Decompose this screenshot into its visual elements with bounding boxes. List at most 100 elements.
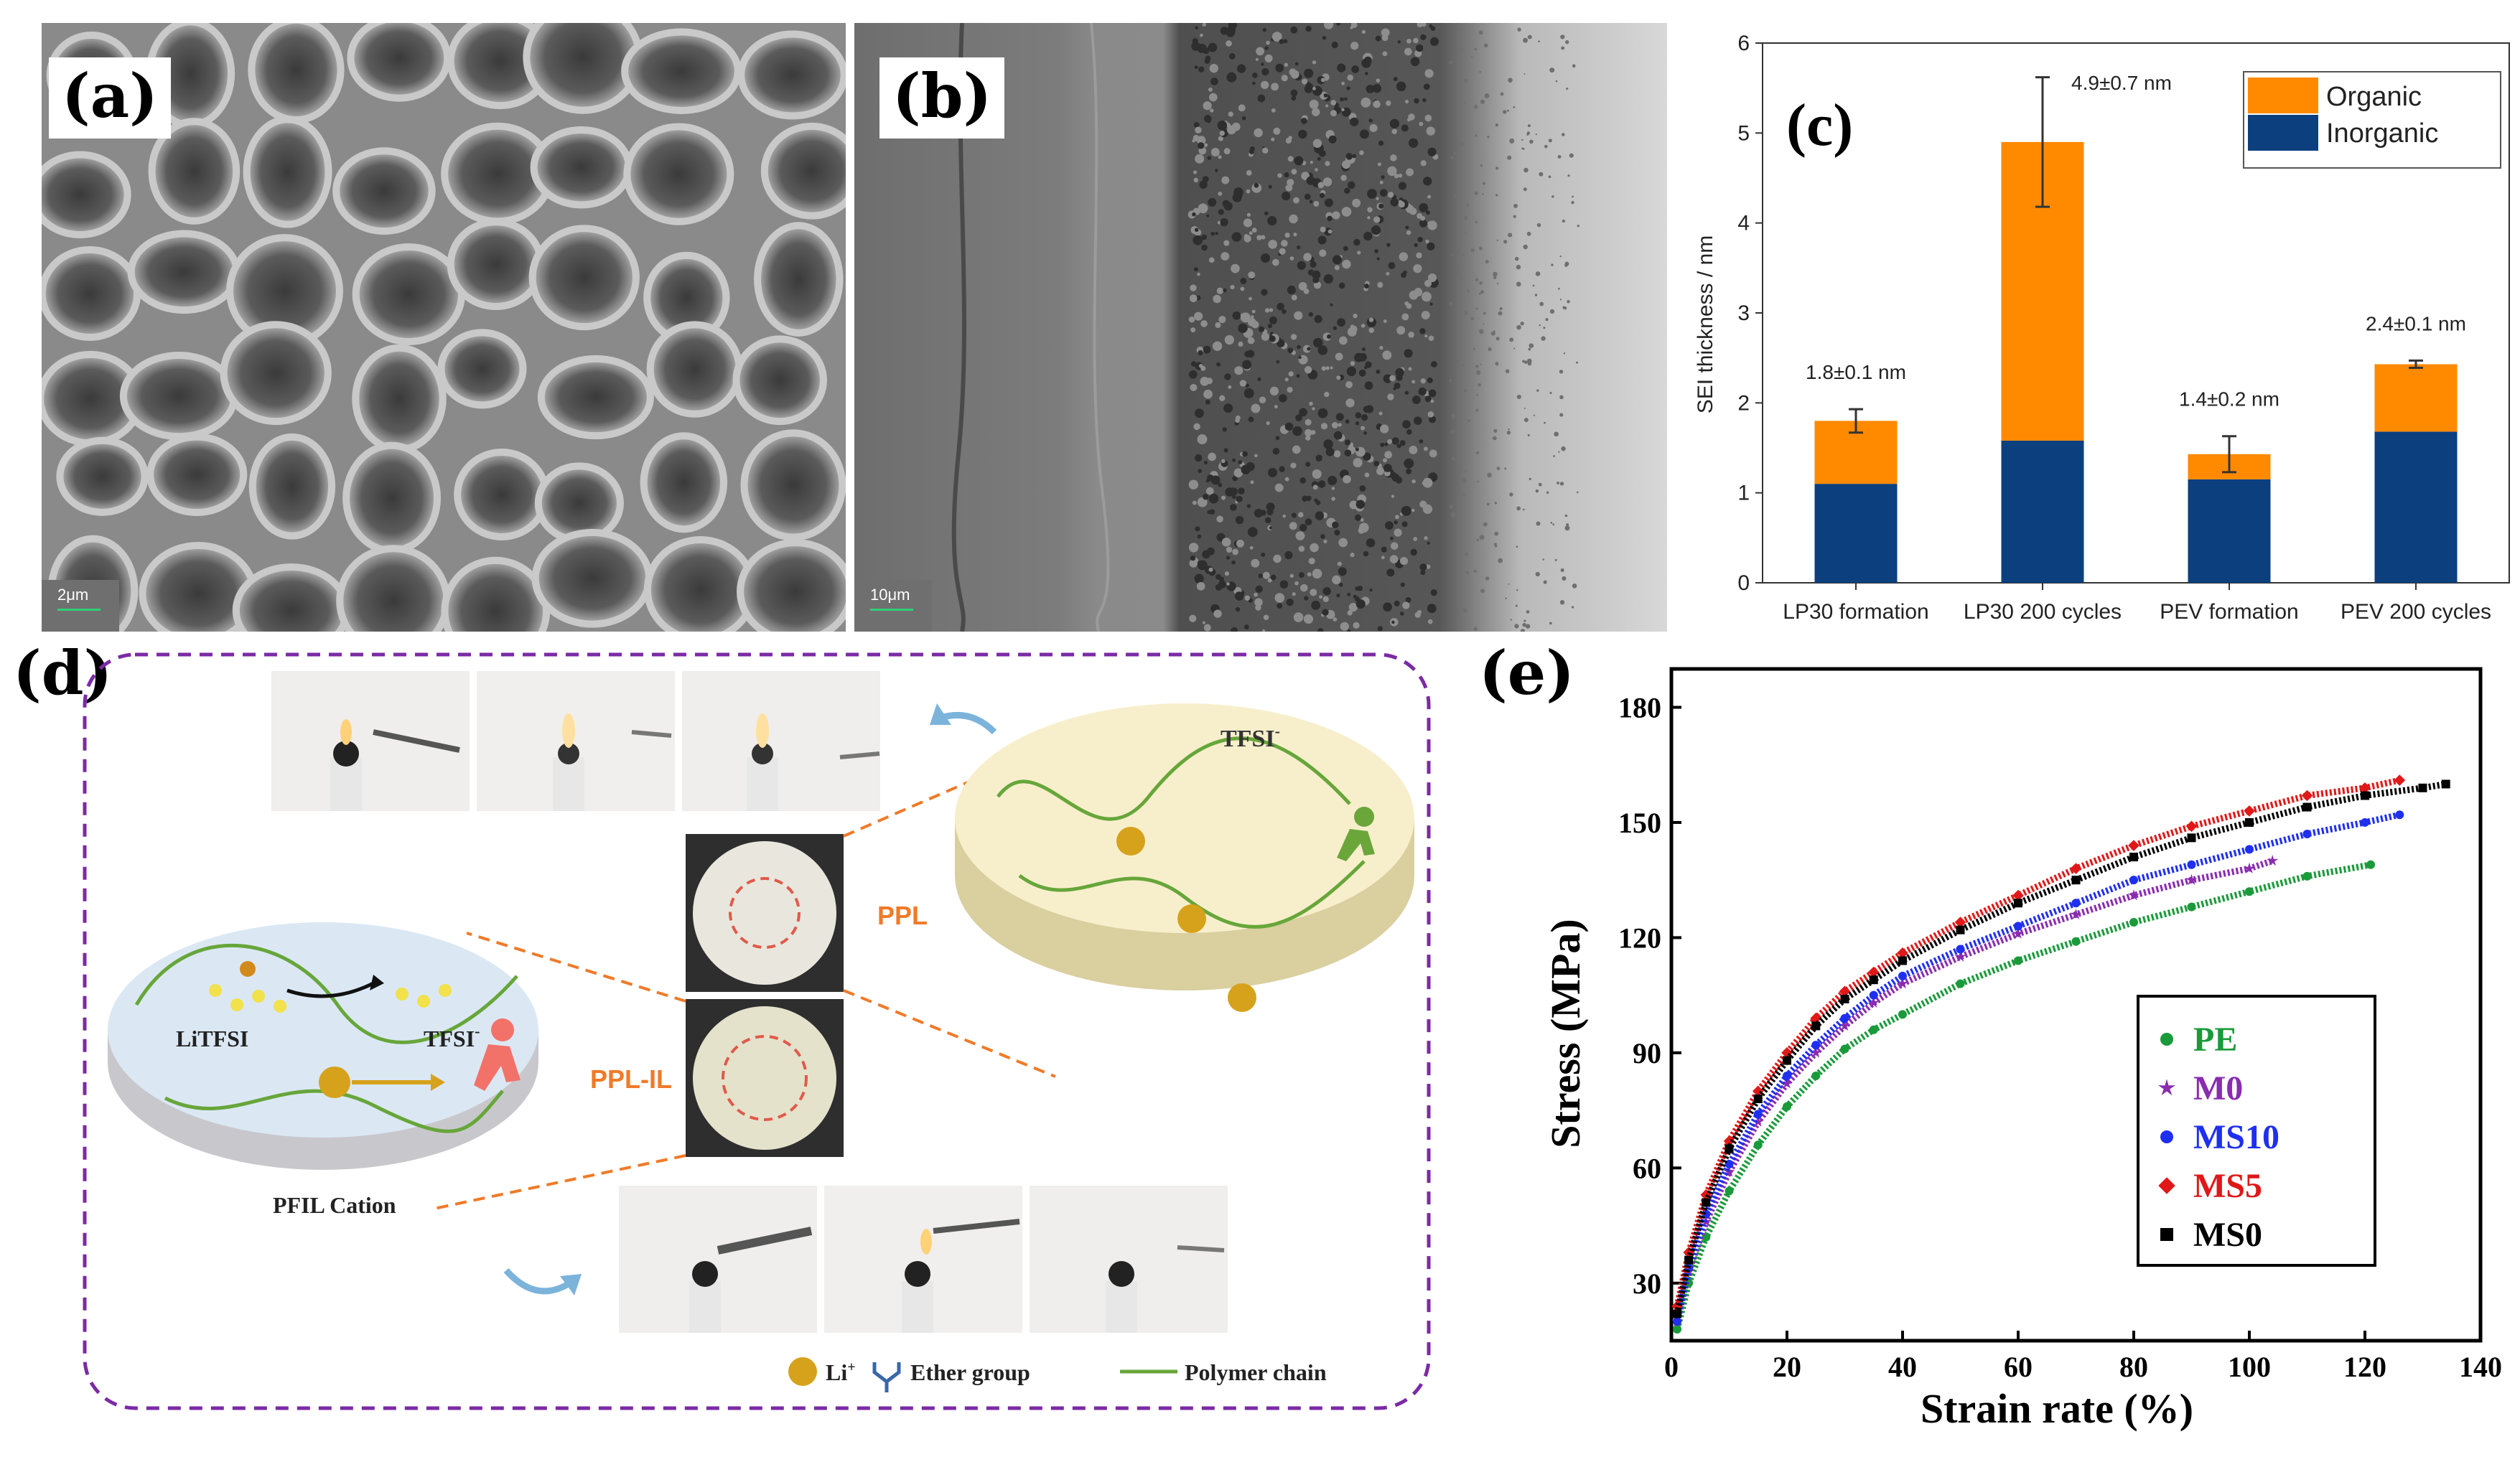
data-point [1840, 1013, 1849, 1023]
data-point [1956, 925, 1965, 934]
pore [1562, 576, 1567, 581]
pore [354, 23, 444, 95]
pore [1493, 428, 1498, 433]
pore [1210, 231, 1215, 236]
pore [1363, 497, 1367, 501]
pore [1284, 422, 1294, 431]
pore [1317, 182, 1325, 189]
pore [1495, 337, 1500, 341]
pore [1267, 216, 1277, 226]
pore [1332, 521, 1339, 529]
data-point [1684, 1255, 1694, 1265]
pore [1456, 581, 1460, 584]
pore [1271, 83, 1279, 91]
pore [1566, 87, 1569, 90]
pore [1523, 187, 1527, 192]
pore [1338, 567, 1347, 576]
pore [1218, 482, 1223, 487]
pore [1350, 42, 1359, 50]
pore [1205, 487, 1214, 495]
data-point [1954, 950, 1966, 962]
pore [1520, 629, 1526, 632]
pore [1549, 622, 1552, 625]
pore [1249, 296, 1252, 301]
pore [1402, 601, 1410, 609]
pore [1402, 420, 1411, 429]
pore [1523, 619, 1526, 622]
scale-bar-a-label: 2μm [57, 586, 89, 604]
pore [1195, 26, 1199, 30]
pore [1314, 315, 1322, 324]
pore [1202, 621, 1206, 624]
pore [1427, 195, 1432, 199]
pore [1542, 558, 1545, 561]
pore [1202, 550, 1210, 559]
pore [1203, 624, 1211, 632]
pore [1277, 603, 1283, 609]
pore [1527, 124, 1531, 128]
pore [1551, 195, 1554, 198]
pore [1478, 292, 1481, 295]
pore [1559, 299, 1562, 301]
y-tick-label: 6 [1737, 32, 1750, 55]
pore [1355, 599, 1366, 609]
pore [1273, 554, 1282, 563]
pore [1252, 72, 1258, 78]
pore [1218, 209, 1224, 215]
pore [1339, 336, 1348, 345]
pore [1415, 44, 1424, 52]
pore [1293, 197, 1299, 204]
pore [1483, 323, 1485, 325]
data-point [1725, 1144, 1734, 1153]
pore [1523, 508, 1525, 511]
pore [1460, 527, 1462, 530]
pore [1336, 375, 1341, 380]
pore [1231, 560, 1236, 565]
data-point [2070, 863, 2082, 874]
pore [1508, 78, 1513, 83]
pore [1513, 203, 1518, 208]
pore [1306, 176, 1315, 185]
pore [1299, 408, 1307, 417]
pore [1325, 104, 1329, 108]
data-point [1897, 978, 1908, 989]
pore [1233, 23, 1237, 27]
pore [1417, 236, 1423, 243]
pore [1390, 542, 1399, 550]
pore [1353, 314, 1358, 319]
pore [1554, 558, 1557, 561]
x-tick-label: 0 [1664, 1351, 1679, 1383]
pore [1200, 365, 1206, 371]
pore [1256, 235, 1262, 240]
pore [1219, 395, 1226, 401]
pore [1322, 177, 1333, 187]
pore [1221, 495, 1226, 500]
pore [1359, 485, 1366, 492]
pore [1345, 153, 1353, 160]
pore [538, 535, 646, 621]
pore [1215, 231, 1218, 235]
data-point [2129, 853, 2138, 862]
pore [1228, 53, 1236, 60]
pore [1310, 261, 1317, 268]
pore [1449, 505, 1453, 509]
pore [1376, 257, 1380, 261]
pore [1281, 75, 1288, 82]
data-point [1897, 947, 1908, 959]
pore [1379, 189, 1388, 197]
pore [1383, 458, 1387, 463]
pore [1338, 582, 1343, 587]
pore [1404, 100, 1409, 104]
pore [1338, 282, 1345, 289]
pore [1450, 253, 1453, 256]
pore [544, 362, 647, 433]
pore [628, 35, 734, 107]
pore [1213, 294, 1221, 304]
pore [1215, 573, 1222, 580]
pore [1246, 189, 1251, 194]
bar-inorganic [2188, 479, 2271, 583]
candle-icon [902, 1219, 1020, 1333]
pore [1244, 350, 1251, 357]
pore [1203, 143, 1208, 147]
pore [1430, 589, 1437, 596]
